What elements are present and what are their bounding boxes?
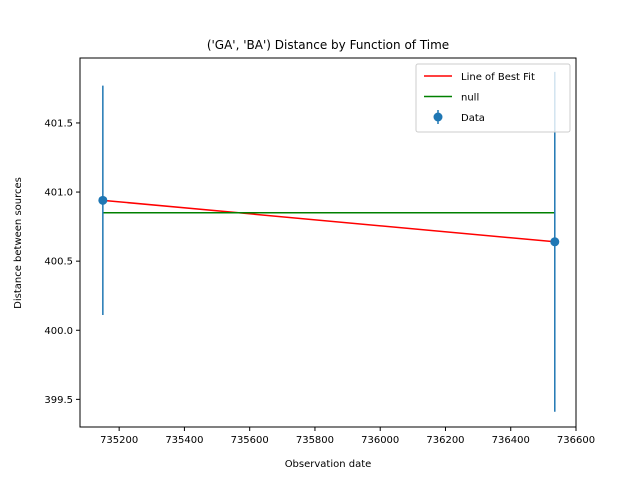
x-axis-label: Observation date: [285, 459, 372, 470]
data-point: [98, 195, 108, 205]
legend-box: [415, 63, 571, 133]
x-tick-label: 736400: [492, 435, 530, 446]
x-tick-label: 735400: [165, 435, 203, 446]
legend-swatch-marker: [433, 112, 443, 122]
y-tick-label: 401.0: [44, 188, 73, 199]
x-tick-label: 736000: [361, 435, 399, 446]
chart-title: ('GA', 'BA') Distance by Function of Tim…: [207, 38, 449, 52]
data-point: [550, 237, 560, 247]
y-tick-label: 400.5: [44, 257, 73, 268]
series-line-line-of-best-fit: [102, 199, 555, 243]
x-axis-ticks: 735200 735400 735600 735800 736000 736200 7364…: [100, 427, 595, 446]
x-tick-label: 735800: [296, 435, 334, 446]
y-axis-label: Distance between sources: [13, 177, 24, 309]
legend-entry: null: [461, 93, 479, 104]
axes-frame: [79, 57, 577, 428]
x-tick-label: 736600: [557, 435, 595, 446]
x-tick-label: 735600: [231, 435, 269, 446]
y-tick-label: 401.5: [44, 118, 73, 129]
legend: Line of Best Fit null Data: [415, 63, 571, 133]
y-tick-label: 400.0: [44, 326, 73, 337]
y-tick-label: 399.5: [44, 395, 73, 406]
legend-entry: Line of Best Fit: [461, 72, 535, 83]
x-tick-label: 735200: [100, 435, 138, 446]
y-axis-ticks: 399.5 400.0 400.5 401.0 401.5: [44, 118, 80, 406]
x-tick-label: 736200: [426, 435, 464, 446]
legend-entry: Data: [461, 113, 485, 124]
